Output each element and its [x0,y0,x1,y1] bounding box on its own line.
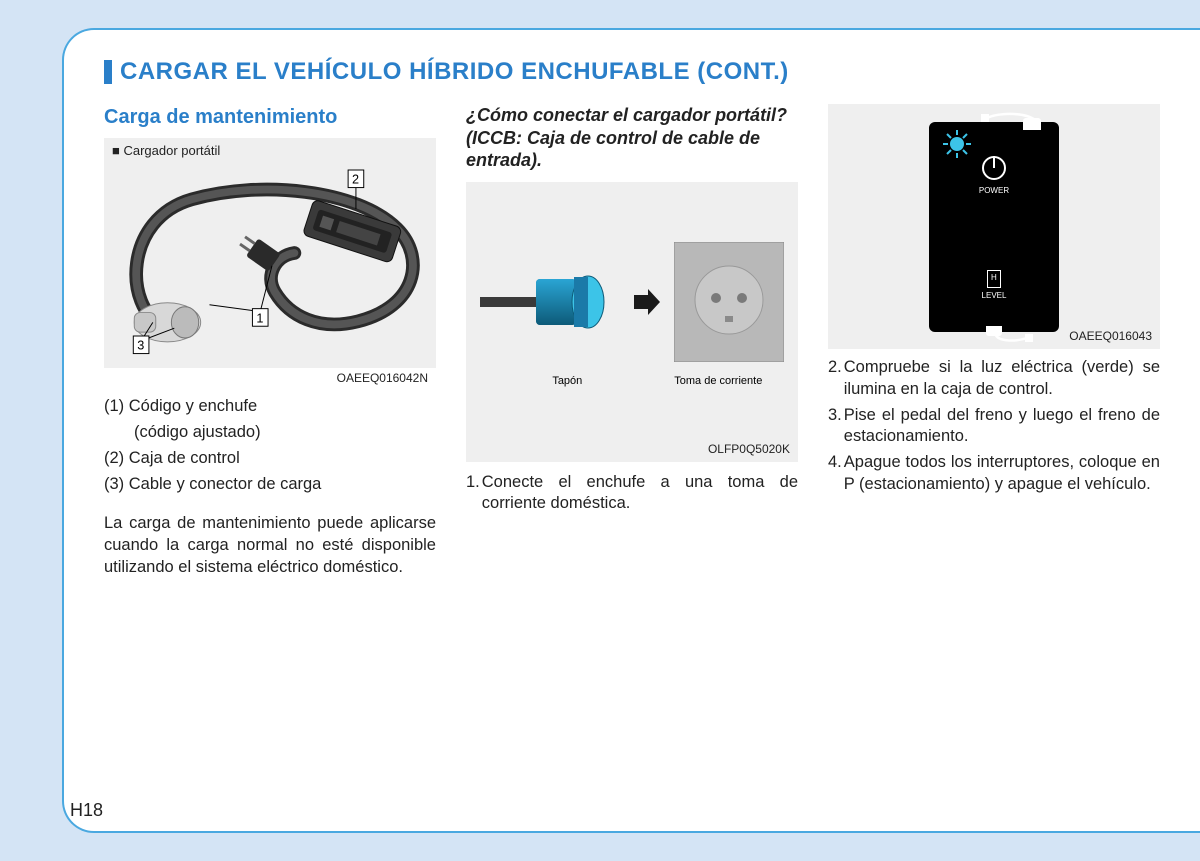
label-outlet: Toma de corriente [639,374,798,389]
column-2: ¿Cómo conectar el cargador portátil? (IC… [466,104,798,579]
iccb-top-cable-icon [979,110,1039,124]
step-4: 4. Apague todos los interruptores, coloq… [828,452,1160,496]
iccb-bottom-cable-icon [975,330,1035,346]
callout-2: 2 [352,173,359,187]
step-4-text: Apague todos los interruptores, coloque … [842,452,1160,496]
step-4-num: 4. [828,452,842,496]
charger-cable-drawing: 2 1 3 [104,138,436,368]
callout-3: 3 [137,339,144,353]
col1-heading: Carga de mantenimiento [104,104,436,130]
figure-charger-cable: ■ Cargador portátil [104,138,436,368]
iccb-level-label: LEVEL [929,291,1059,302]
step-3: 3. Pise el pedal del freno y luego el fr… [828,405,1160,449]
title-row: CARGAR EL VEHÍCULO HÍBRIDO ENCHUFABLE (C… [104,58,1160,86]
page-number: H18 [70,800,103,821]
figure-plug-outlet: Tapón Toma de corriente OLFP0Q5020K [466,182,798,462]
legend-3: (3) Cable y conector de carga [104,474,436,496]
legend: (1) Código y enchufe (código ajustado) (… [104,396,436,495]
fig3-code: OAEEQ016043 [1069,329,1152,345]
legend-2: (2) Caja de control [104,448,436,470]
step-2: 2. Compruebe si la luz eléctrica (verde)… [828,357,1160,401]
step-1-num: 1. [466,472,480,516]
step-1-text: Conecte el enchufe a una toma de corrien… [480,472,798,516]
step-2-num: 2. [828,357,842,401]
iccb-device: POWER LEVEL [929,122,1059,332]
plug-outlet-row [466,232,798,372]
title-accent-bar [104,60,112,84]
plug-labels-row: Tapón Toma de corriente [466,374,798,389]
column-3: POWER LEVEL OAEEQ016043 2. Compruebe si … [828,104,1160,579]
step-1: 1. Conecte el enchufe a una toma de corr… [466,472,798,516]
col2-heading: ¿Cómo conectar el cargador portátil? (IC… [466,104,798,172]
iccb-power-label: POWER [929,186,1059,197]
iccb-light-icon [943,130,971,158]
outlet-icon [674,242,784,362]
iccb-level-icon [987,270,1001,288]
col1-paragraph: La carga de mantenimiento puede aplicars… [104,513,436,578]
legend-1: (1) Código y enchufe [104,396,436,418]
columns: Carga de mantenimiento ■ Cargador portát… [104,104,1160,579]
figure-iccb-box: POWER LEVEL OAEEQ016043 [828,104,1160,349]
step-3-text: Pise el pedal del freno y luego el freno… [842,405,1160,449]
page-frame: CARGAR EL VEHÍCULO HÍBRIDO ENCHUFABLE (C… [62,28,1200,833]
step-2-text: Compruebe si la luz eléctrica (verde) se… [842,357,1160,401]
iccb-power-icon [982,156,1006,180]
callout-1: 1 [256,312,263,326]
legend-1b: (código ajustado) [104,422,436,444]
column-1: Carga de mantenimiento ■ Cargador portát… [104,104,436,579]
arrow-right-icon [632,287,662,317]
plug-icon [480,257,620,347]
label-plug: Tapón [466,374,639,389]
fig1-top-label: ■ Cargador portátil [112,142,220,159]
step-3-num: 3. [828,405,842,449]
fig2-code: OLFP0Q5020K [708,442,790,458]
fig1-code: OAEEQ016042N [337,371,428,387]
page-title: CARGAR EL VEHÍCULO HÍBRIDO ENCHUFABLE (C… [120,58,789,86]
